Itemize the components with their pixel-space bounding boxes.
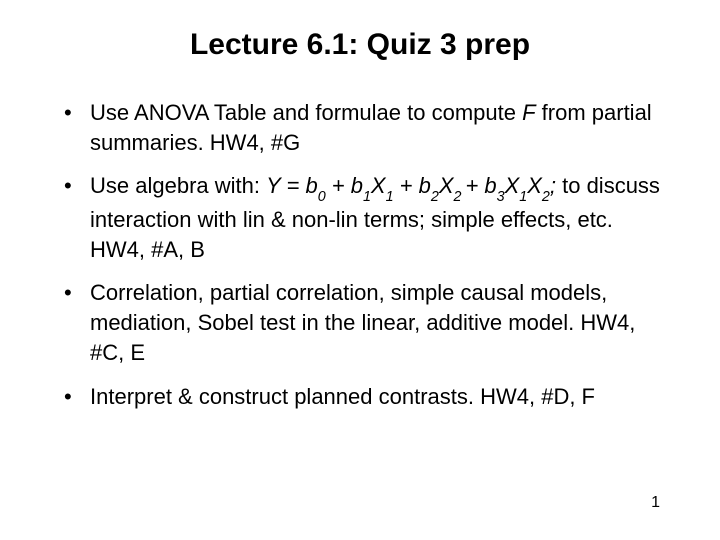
subscript: 2 bbox=[454, 189, 466, 205]
formula-part: X bbox=[505, 173, 520, 198]
formula-part: Y = b bbox=[266, 173, 318, 198]
formula-part: + b bbox=[394, 173, 431, 198]
subscript: 2 bbox=[542, 189, 550, 205]
subscript: 1 bbox=[386, 189, 394, 205]
subscript: 0 bbox=[318, 189, 326, 205]
subscript: 3 bbox=[497, 189, 505, 205]
page-number: 1 bbox=[651, 494, 660, 512]
formula: Y = b0 + b1X1 + b2X2 + b3X1X2; bbox=[266, 173, 556, 198]
slide: Lecture 6.1: Quiz 3 prep Use ANOVA Table… bbox=[0, 0, 720, 540]
subscript: 2 bbox=[431, 189, 439, 205]
list-item: Correlation, partial correlation, simple… bbox=[58, 278, 662, 367]
bullet-list: Use ANOVA Table and formulae to compute … bbox=[58, 98, 662, 411]
bullet-text: Use algebra with: bbox=[90, 173, 266, 198]
formula-part: X bbox=[439, 173, 454, 198]
list-item: Use algebra with: Y = b0 + b1X1 + b2X2 +… bbox=[58, 171, 662, 264]
formula-part: X bbox=[527, 173, 542, 198]
bullet-text: Interpret & construct planned contrasts.… bbox=[90, 384, 595, 409]
italic-F: F bbox=[522, 100, 535, 125]
list-item: Interpret & construct planned contrasts.… bbox=[58, 382, 662, 412]
list-item: Use ANOVA Table and formulae to compute … bbox=[58, 98, 662, 157]
formula-part: + b bbox=[326, 173, 363, 198]
formula-part: + b bbox=[465, 173, 496, 198]
bullet-text: Correlation, partial correlation, simple… bbox=[90, 280, 635, 364]
subscript: 1 bbox=[519, 189, 527, 205]
page-title: Lecture 6.1: Quiz 3 prep bbox=[58, 28, 662, 62]
subscript: 1 bbox=[363, 189, 371, 205]
formula-part: X bbox=[371, 173, 386, 198]
bullet-text: Use ANOVA Table and formulae to compute bbox=[90, 100, 522, 125]
